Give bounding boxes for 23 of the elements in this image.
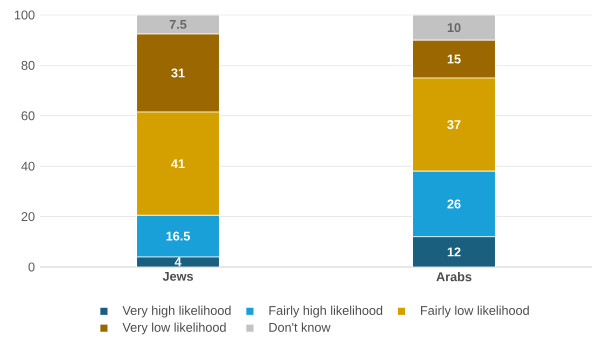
data-label: 7.5 bbox=[170, 20, 186, 29]
y-tick-label: 0 bbox=[28, 262, 35, 272]
data-label: 31 bbox=[171, 68, 185, 78]
legend-label: Don't know bbox=[269, 322, 331, 332]
legend-label: Very high likelihood bbox=[122, 306, 231, 318]
y-tick-label: 20 bbox=[22, 212, 35, 222]
y-tick-label: 100 bbox=[14, 10, 35, 20]
y-tick-label: 60 bbox=[22, 111, 35, 120]
x-tick-label: Jews bbox=[162, 272, 193, 281]
data-label: 15 bbox=[448, 54, 461, 64]
y-tick-label: 40 bbox=[21, 162, 35, 171]
data-label: 41 bbox=[171, 159, 185, 168]
data-label: 37 bbox=[447, 120, 460, 130]
legend-label: Very low likelihood bbox=[122, 322, 226, 334]
y-tick-label: 80 bbox=[22, 60, 35, 70]
data-label: 10 bbox=[448, 23, 461, 32]
data-label: 4 bbox=[174, 258, 182, 266]
data-label: 26 bbox=[447, 200, 461, 208]
data-label: 16.5 bbox=[166, 232, 190, 241]
legend-label: Fairly high likelihood bbox=[269, 306, 382, 318]
data-label: 12 bbox=[448, 247, 461, 256]
x-tick-label: Arabs bbox=[436, 272, 472, 282]
legend-label: Fairly low likelihood bbox=[421, 306, 529, 318]
